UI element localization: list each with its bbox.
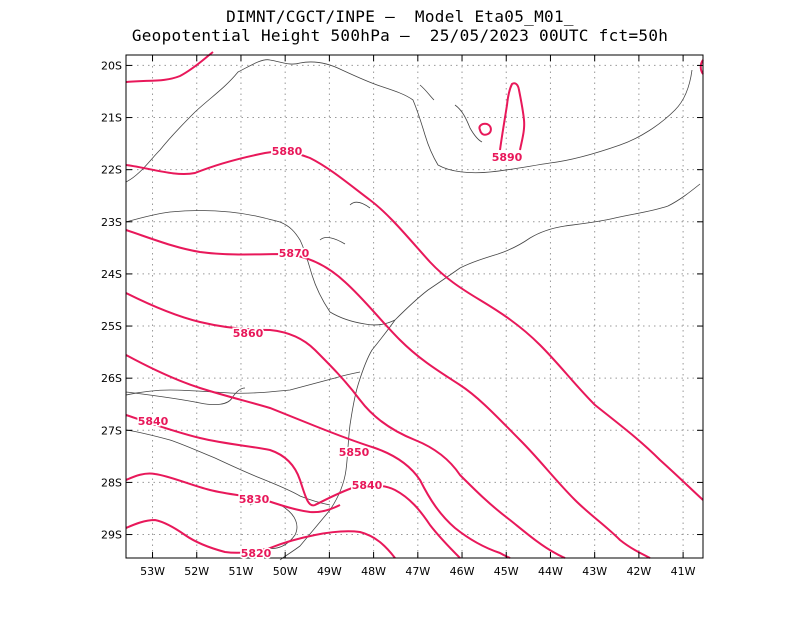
reservoir-2 bbox=[319, 237, 346, 245]
reservoir-1 bbox=[349, 201, 371, 209]
title-line-1: DIMNT/CGCT/INPE – Model Eta05_M01_ bbox=[226, 7, 574, 26]
lon-label-49W: 49W bbox=[317, 565, 342, 578]
lon-label-50W: 50W bbox=[273, 565, 298, 578]
contour-5880 bbox=[125, 150, 704, 501]
contour-label-5880: 5880 bbox=[272, 145, 303, 158]
lon-label-42W: 42W bbox=[626, 565, 651, 578]
contour-5830 bbox=[125, 472, 341, 514]
contour-label-5840-west: 5840 bbox=[138, 415, 169, 428]
lat-label-28S: 28S bbox=[101, 476, 122, 489]
lon-label-51W: 51W bbox=[229, 565, 254, 578]
contour-5890 bbox=[499, 82, 526, 151]
coast-pr-sc bbox=[279, 319, 396, 561]
contour-label-5840-east: 5840 bbox=[352, 479, 383, 492]
lon-label-52W: 52W bbox=[184, 565, 209, 578]
contour-label-5850: 5850 bbox=[339, 446, 370, 459]
lon-label-45W: 45W bbox=[494, 565, 519, 578]
lat-label-24S: 24S bbox=[101, 268, 122, 281]
lat-label-27S: 27S bbox=[101, 424, 122, 437]
lon-label-41W: 41W bbox=[671, 565, 696, 578]
contour-5880-west bbox=[125, 51, 214, 83]
contour-5890-loop bbox=[478, 122, 492, 136]
title-line-2: Geopotential Height 500hPa – 25/05/2023 … bbox=[131, 26, 669, 45]
lat-label-20S: 20S bbox=[101, 59, 122, 72]
lon-label-46W: 46W bbox=[450, 565, 475, 578]
axis-ticks bbox=[126, 55, 703, 558]
contour-label-5860: 5860 bbox=[233, 327, 264, 340]
contour-labels: 5880 5890 5870 5860 5850 5840 5840 5830 … bbox=[136, 144, 524, 562]
grid-lines bbox=[126, 55, 703, 558]
lat-label-26S: 26S bbox=[101, 372, 122, 385]
contour-5850 bbox=[125, 354, 511, 559]
longitude-labels: 53W 52W 51W 50W 49W 48W 47W 46W 45W 44W … bbox=[140, 565, 696, 578]
contour-label-5830: 5830 bbox=[239, 493, 270, 506]
intl-border-argentina bbox=[125, 387, 246, 405]
contour-label-5870: 5870 bbox=[279, 247, 310, 260]
contour-5860 bbox=[125, 292, 566, 559]
lon-label-44W: 44W bbox=[538, 565, 563, 578]
coast-sp-rj bbox=[394, 183, 701, 321]
lon-label-53W: 53W bbox=[140, 565, 165, 578]
state-border-pr-sc bbox=[125, 371, 361, 396]
lat-label-29S: 29S bbox=[101, 529, 122, 542]
lon-label-43W: 43W bbox=[582, 565, 607, 578]
reservoir-4 bbox=[419, 84, 435, 101]
lat-label-23S: 23S bbox=[101, 216, 122, 229]
contour-5820 bbox=[125, 518, 396, 559]
map-frame bbox=[125, 54, 704, 559]
lat-label-25S: 25S bbox=[101, 320, 122, 333]
contour-5870 bbox=[125, 229, 651, 559]
reservoir-3 bbox=[454, 104, 483, 143]
lat-label-22S: 22S bbox=[101, 164, 122, 177]
state-border-sp-pr bbox=[125, 210, 396, 326]
state-border-mg-sp bbox=[125, 59, 693, 183]
state-border-sc-rs bbox=[125, 429, 331, 506]
contour-label-5890: 5890 bbox=[492, 151, 523, 164]
latitude-labels: 20S 21S 22S 23S 24S 25S 26S 27S 28S 29S bbox=[101, 59, 122, 541]
coastline-and-borders bbox=[125, 59, 701, 561]
contour-label-5820: 5820 bbox=[241, 547, 272, 560]
lat-label-21S: 21S bbox=[101, 112, 122, 125]
contour-5840 bbox=[125, 414, 461, 559]
contour-lines bbox=[125, 51, 704, 559]
lon-label-48W: 48W bbox=[361, 565, 386, 578]
contour-5890-east-edge bbox=[699, 59, 704, 75]
lon-label-47W: 47W bbox=[405, 565, 430, 578]
